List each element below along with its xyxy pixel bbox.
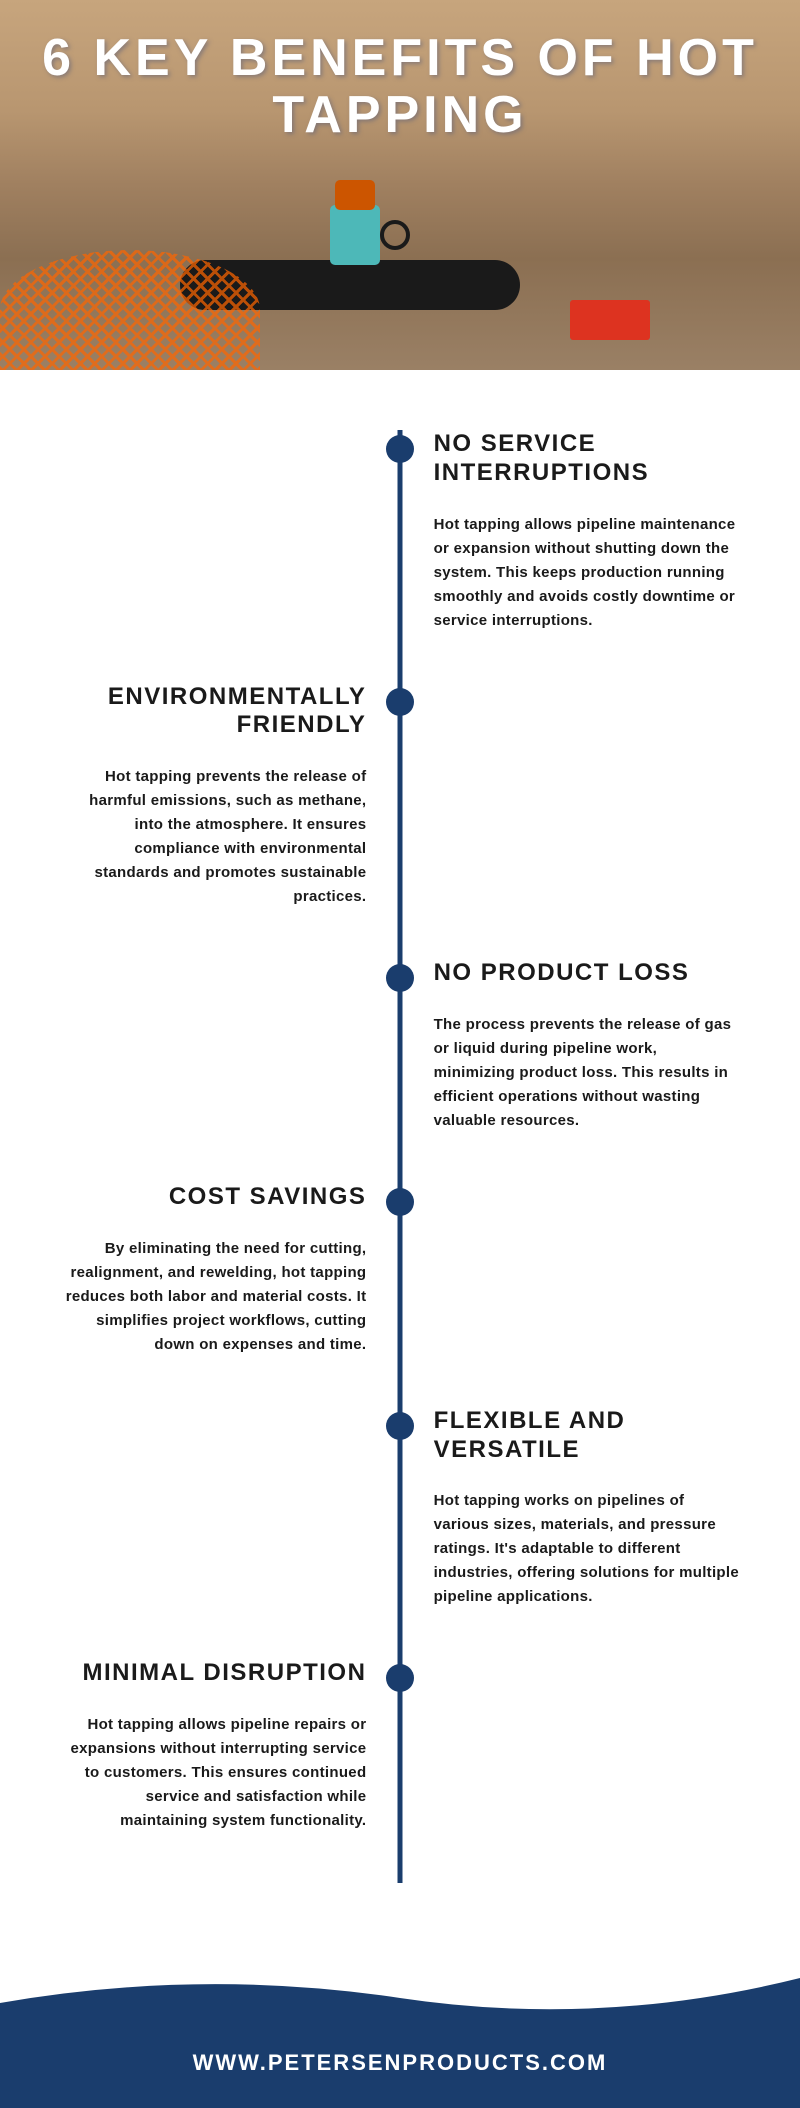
item-body: By eliminating the need for cutting, rea…	[60, 1237, 366, 1357]
item-body: Hot tapping prevents the release of harm…	[60, 765, 366, 909]
timeline-item: ENVIRONMENTALLY FRIENDLY Hot tapping pre…	[60, 683, 740, 910]
wave-shape	[0, 1963, 800, 2108]
item-body: Hot tapping allows pipeline maintenance …	[434, 513, 740, 633]
item-body: Hot tapping works on pipelines of variou…	[434, 1489, 740, 1609]
timeline-item: FLEXIBLE AND VERSATILE Hot tapping works…	[60, 1407, 740, 1610]
timeline-dot	[386, 435, 414, 463]
timeline-container: NO SERVICE INTERRUPTIONS Hot tapping all…	[0, 370, 800, 1963]
timeline-dot	[386, 964, 414, 992]
item-title: ENVIRONMENTALLY FRIENDLY	[60, 683, 366, 741]
item-title: NO SERVICE INTERRUPTIONS	[434, 430, 740, 488]
timeline-item: COST SAVINGS By eliminating the need for…	[60, 1183, 740, 1357]
footer-section: WWW.PETERSENPRODUCTS.COM	[0, 1963, 800, 2108]
timeline-dot	[386, 1664, 414, 1692]
timeline-item: NO PRODUCT LOSS The process prevents the…	[60, 959, 740, 1133]
item-title: FLEXIBLE AND VERSATILE	[434, 1407, 740, 1465]
item-content: NO SERVICE INTERRUPTIONS Hot tapping all…	[414, 430, 740, 633]
item-title: NO PRODUCT LOSS	[434, 959, 740, 988]
timeline-item: MINIMAL DISRUPTION Hot tapping allows pi…	[60, 1659, 740, 1833]
hero-section: 6 KEY BENEFITS OF HOT TAPPING	[0, 0, 800, 370]
item-content: NO PRODUCT LOSS The process prevents the…	[414, 959, 740, 1133]
item-content: COST SAVINGS By eliminating the need for…	[60, 1183, 386, 1357]
item-title: MINIMAL DISRUPTION	[60, 1659, 366, 1688]
timeline-dot	[386, 1188, 414, 1216]
hero-title: 6 KEY BENEFITS OF HOT TAPPING	[0, 30, 800, 370]
footer-text: WWW.PETERSENPRODUCTS.COM	[0, 2050, 800, 2076]
item-body: Hot tapping allows pipeline repairs or e…	[60, 1713, 366, 1833]
timeline-dot	[386, 688, 414, 716]
item-content: FLEXIBLE AND VERSATILE Hot tapping works…	[414, 1407, 740, 1610]
timeline-dot	[386, 1412, 414, 1440]
item-body: The process prevents the release of gas …	[434, 1013, 740, 1133]
item-title: COST SAVINGS	[60, 1183, 366, 1212]
item-content: MINIMAL DISRUPTION Hot tapping allows pi…	[60, 1659, 386, 1833]
item-content: ENVIRONMENTALLY FRIENDLY Hot tapping pre…	[60, 683, 386, 910]
timeline-item: NO SERVICE INTERRUPTIONS Hot tapping all…	[60, 430, 740, 633]
